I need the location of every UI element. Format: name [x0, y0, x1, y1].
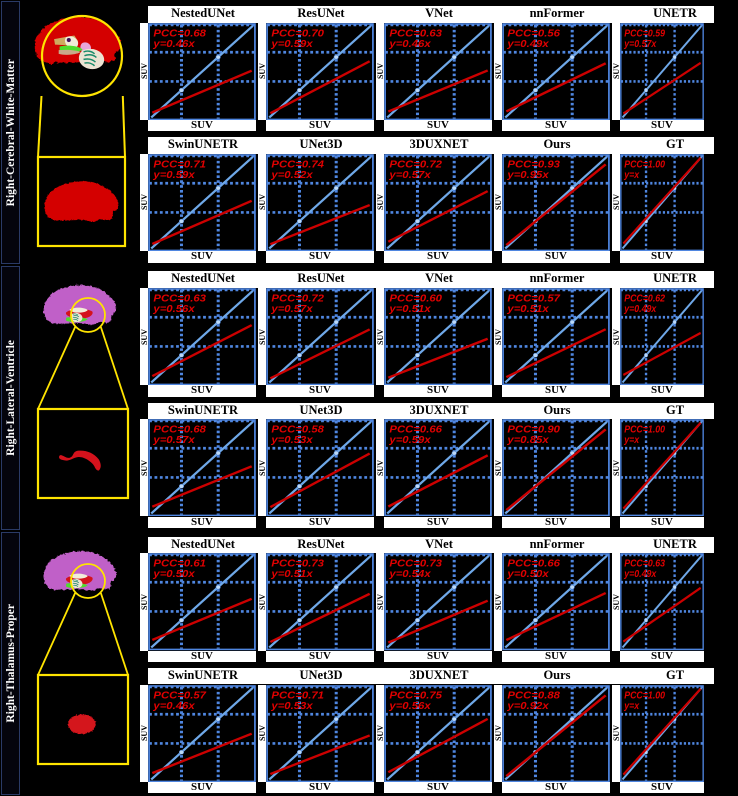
svg-text:y=0.50x: y=0.50x	[152, 569, 195, 580]
svg-text:y=0.57x: y=0.57x	[623, 38, 657, 50]
svg-text:y=0.53x: y=0.53x	[270, 700, 313, 711]
svg-text:y=0.51x: y=0.51x	[388, 303, 431, 314]
svg-text:y=0.59x: y=0.59x	[152, 169, 195, 180]
svg-text:y=0.54x: y=0.54x	[388, 569, 431, 580]
svg-text:y=x: y=x	[623, 700, 640, 712]
svg-text:y=0.59x: y=0.59x	[270, 38, 313, 49]
svg-text:y=0.53x: y=0.53x	[270, 434, 313, 445]
svg-text:y=0.51x: y=0.51x	[270, 569, 313, 580]
svg-text:y=0.59x: y=0.59x	[388, 434, 431, 445]
svg-text:y=0.57x: y=0.57x	[388, 169, 431, 180]
svg-text:y=0.49x: y=0.49x	[623, 303, 657, 315]
svg-text:y=0.50x: y=0.50x	[506, 569, 549, 580]
svg-text:y=0.57x: y=0.57x	[270, 303, 313, 314]
svg-text:y=0.56x: y=0.56x	[152, 303, 195, 314]
svg-text:y=0.49x: y=0.49x	[623, 569, 657, 581]
svg-text:y=0.46x: y=0.46x	[152, 700, 195, 711]
svg-text:y=0.85x: y=0.85x	[506, 434, 549, 445]
svg-text:y=0.49x: y=0.49x	[506, 38, 549, 49]
svg-text:y=0.57x: y=0.57x	[152, 434, 195, 445]
svg-text:y=0.52x: y=0.52x	[270, 169, 313, 180]
svg-text:y=0.51x: y=0.51x	[506, 303, 549, 314]
svg-text:y=x: y=x	[623, 434, 640, 446]
svg-text:y=0.46x: y=0.46x	[152, 38, 195, 49]
svg-text:y=0.92x: y=0.92x	[506, 700, 549, 711]
svg-text:y=0.46x: y=0.46x	[388, 38, 431, 49]
svg-text:y=0.56x: y=0.56x	[388, 700, 431, 711]
svg-text:y=0.95x: y=0.95x	[506, 169, 549, 180]
svg-text:y=x: y=x	[623, 169, 640, 181]
